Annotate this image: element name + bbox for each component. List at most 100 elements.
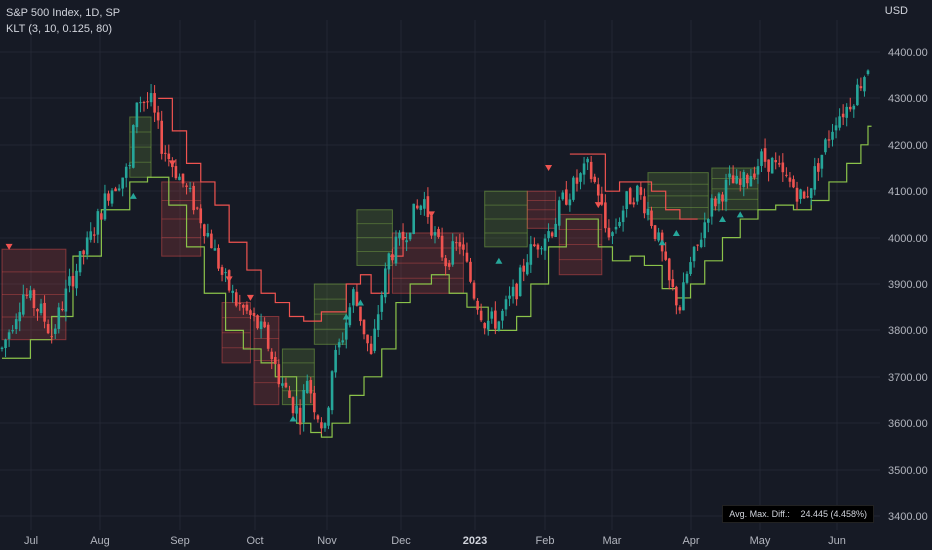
candle-body	[618, 221, 621, 227]
currency-label[interactable]: USD	[884, 5, 908, 17]
candle-body	[831, 131, 834, 140]
candle-body	[348, 307, 352, 326]
candle-body	[369, 343, 373, 354]
candle-body	[142, 101, 146, 103]
candle-body	[309, 380, 313, 394]
candle-body	[863, 77, 866, 92]
candle-body	[430, 215, 433, 236]
x-tick-label: Jul	[24, 535, 38, 547]
candle-body	[124, 166, 128, 178]
indicator-title[interactable]: KLT (3, 10, 0.125, 80)	[6, 23, 112, 35]
candle-body	[643, 196, 646, 214]
candle-body	[561, 192, 565, 200]
candle-body	[376, 314, 380, 330]
symbol-title[interactable]: S&P 500 Index, 1D, SP	[6, 7, 121, 19]
candle-body	[501, 310, 504, 321]
x-tick-label: Nov	[317, 535, 337, 547]
resistance-band-line	[158, 97, 407, 322]
candle-body	[838, 116, 841, 128]
candle-body	[68, 276, 71, 286]
buy-signal-marker	[718, 216, 726, 223]
candlesticks	[0, 69, 870, 435]
candle-body	[543, 238, 547, 251]
candle-body	[735, 175, 738, 184]
candle-body	[259, 321, 263, 330]
candle-body	[781, 162, 785, 173]
candle-body	[234, 292, 238, 306]
candle-body	[57, 307, 61, 329]
candle-body	[153, 93, 156, 113]
candle-body	[792, 179, 795, 188]
candle-body	[494, 310, 497, 329]
candle-body	[238, 302, 242, 304]
candle-body	[398, 232, 401, 239]
candle-body	[43, 302, 46, 322]
buy-signal-marker	[356, 299, 364, 306]
y-tick-label: 3900.00	[888, 279, 928, 291]
candle-body	[39, 303, 43, 314]
buy-signal-marker	[289, 415, 297, 422]
candle-body	[85, 237, 89, 255]
candle-body	[174, 166, 178, 179]
candle-body	[21, 294, 25, 315]
x-tick-label: Feb	[536, 535, 555, 547]
candle-body	[518, 267, 522, 297]
candle-body	[245, 304, 249, 311]
candle-body	[231, 290, 234, 293]
candle-body	[163, 152, 167, 154]
candle-body	[586, 158, 589, 163]
candle-body	[32, 290, 36, 309]
price-axis[interactable]: 3400.00 3500.00 3600.00 3700.00 3800.00 3900.…	[888, 47, 928, 523]
candle-body	[281, 383, 284, 386]
candle-body	[82, 250, 85, 255]
candle-body	[0, 347, 4, 350]
candle-body	[78, 251, 82, 273]
candle-body	[188, 188, 192, 190]
candle-body	[859, 86, 863, 89]
candle-body	[692, 246, 696, 262]
candle-body	[362, 319, 366, 335]
y-tick-label: 3700.00	[888, 372, 928, 384]
candle-body	[848, 106, 852, 110]
candle-body	[639, 187, 643, 195]
candle-body	[50, 336, 53, 338]
candle-body	[770, 157, 774, 174]
candle-body	[298, 407, 302, 425]
time-axis[interactable]: Jul Aug Sep Oct Nov Dec 2023 Feb Mar Apr May Jun	[24, 535, 846, 547]
candle-body	[454, 242, 458, 244]
candle-body	[479, 310, 483, 321]
sell-signal-marker	[594, 202, 602, 209]
candle-body	[323, 423, 327, 429]
candle-body	[373, 328, 376, 351]
candle-body	[391, 254, 394, 261]
candle-body	[742, 172, 746, 187]
candle-body	[114, 188, 117, 192]
y-tick-label: 3500.00	[888, 465, 928, 477]
candle-body	[646, 208, 650, 215]
candle-body	[508, 295, 511, 299]
candle-body	[486, 320, 490, 330]
candle-body	[291, 397, 295, 414]
candle-body	[685, 273, 689, 283]
candle-body	[195, 207, 199, 209]
candle-body	[824, 139, 827, 153]
candle-body	[696, 244, 699, 246]
candle-body	[121, 177, 124, 189]
candle-body	[568, 199, 572, 206]
candle-body	[344, 322, 348, 340]
candle-body	[192, 185, 195, 211]
candle-body	[25, 294, 29, 296]
candle-body	[355, 291, 359, 306]
x-tick-label: May	[750, 535, 771, 547]
candle-body	[788, 177, 792, 182]
candle-body	[717, 193, 721, 204]
candle-body	[636, 185, 639, 202]
chart-legend: S&P 500 Index, 1D, SP KLT (3, 10, 0.125,…	[6, 5, 120, 37]
candle-body	[29, 290, 32, 299]
candle-body	[270, 351, 274, 360]
support-resistance-bands	[2, 97, 872, 438]
candle-body	[596, 184, 600, 196]
candle-body	[149, 93, 153, 103]
